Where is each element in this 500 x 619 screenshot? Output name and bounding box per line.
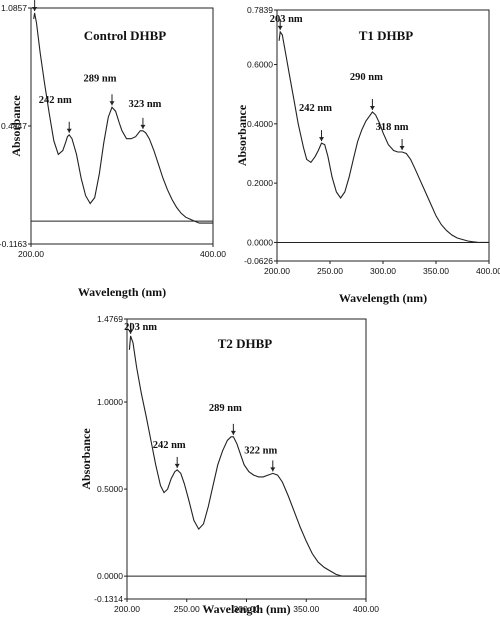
y-axis: 0.7839 0.6000 0.4000 0.2000 0.0000 -0.0626 [244,5,277,266]
plot-frame [30,7,214,245]
x-tick-label: 300.00 [234,604,260,614]
x-axis-title: Wavelength (nm) [202,602,290,616]
x-tick-label: 200.00 [18,249,44,259]
plot-frame [276,9,490,262]
x-tick-label: 400.00 [353,604,379,614]
peak-label: 242 nm [299,103,332,114]
peak-arrowhead [369,105,375,110]
peak-label: 203 nm [124,322,157,333]
peak-label: 323 nm [128,99,161,110]
x-tick-label: 250.00 [317,266,343,276]
absorbance-curve [278,30,489,243]
peak-arrowhead [230,430,236,435]
peak-label: 318 nm [376,122,409,133]
peak-label: 242 nm [153,440,186,451]
x-tick-label: 400.00 [200,249,226,259]
x-tick-label: 350.00 [293,604,319,614]
x-tick-label: 200.00 [264,266,290,276]
peak-label: 289 nm [84,73,117,84]
chart-t2-dhbp: 200.00 250.00 300.00 350.00 400.00 1.4769 1.0… [79,314,379,616]
peak-label: 290 nm [350,72,383,83]
x-tick-label: 350.00 [423,266,449,276]
x-axis: 200.00 250.00 300.00 350.00 400.00 [264,261,500,276]
y-tick-label: 0.2000 [247,178,273,188]
peak-annotations: 203 nm 242 nm 290 nm 318 nm [270,14,409,151]
x-axis-title: Wavelength (nm) [78,285,166,299]
peak-arrowhead [109,101,115,106]
x-tick-label: 300.00 [370,266,396,276]
y-axis-title: Absorbance [79,428,93,490]
y-tick-label: 0.0000 [97,571,123,581]
peak-label: 203 nm [270,14,303,25]
absorbance-curve [33,12,213,224]
peak-label: 242 nm [39,95,72,106]
chart-t1-dhbp: 200.00 250.00 300.00 350.00 400.00 0.7839 0.6… [235,5,500,305]
y-axis-title: Absorbance [9,95,23,157]
y-axis: 1.4769 1.0000 0.5000 0.0000 -0.1314 [94,314,127,604]
y-tick-label: 0.4000 [247,119,273,129]
chart-title: T1 DHBP [359,28,414,43]
x-axis: 200.00 400.00 [18,244,226,259]
absorbance-curve [128,335,366,577]
x-tick-label: 200.00 [114,604,140,614]
y-axis: 1.0857 0.4847 -0.1163 [0,3,31,249]
peak-annotations: 203 nm 242 nm 289 nm 322 nm [124,322,278,472]
x-axis-title: Wavelength (nm) [339,291,427,305]
y-tick-label: 1.4769 [97,314,123,324]
peak-arrowhead [66,128,72,133]
chart-title: Control DHBP [84,28,167,43]
y-tick-label: 1.0857 [1,3,27,13]
peak-arrowhead [174,463,180,468]
y-tick-label: 0.0000 [247,237,273,247]
peak-arrowhead [128,329,134,334]
peak-label: 289 nm [209,403,242,414]
x-tick-label: 250.00 [174,604,200,614]
y-tick-label: -0.1314 [94,594,123,604]
chart-title: T2 DHBP [218,336,273,351]
x-tick-label: 400.00 [476,266,500,276]
peak-arrowhead [270,467,276,472]
y-axis-title: Absorbance [235,104,249,166]
peak-arrowhead [32,7,38,12]
y-tick-label: 0.5000 [97,484,123,494]
y-tick-label: -0.1163 [0,239,27,249]
peak-arrowhead [399,146,405,151]
y-tick-label: 0.6000 [247,60,273,70]
plot-frame [126,318,367,600]
y-tick-label: 0.7839 [247,5,273,15]
y-tick-label: 1.0000 [97,397,123,407]
y-tick-label: -0.0626 [244,256,273,266]
peak-arrowhead [319,137,325,142]
peak-arrowhead [140,124,146,129]
peak-arrowhead [277,25,283,30]
peak-label: 322 nm [244,445,277,456]
y-tick-label: 0.4847 [1,121,27,131]
